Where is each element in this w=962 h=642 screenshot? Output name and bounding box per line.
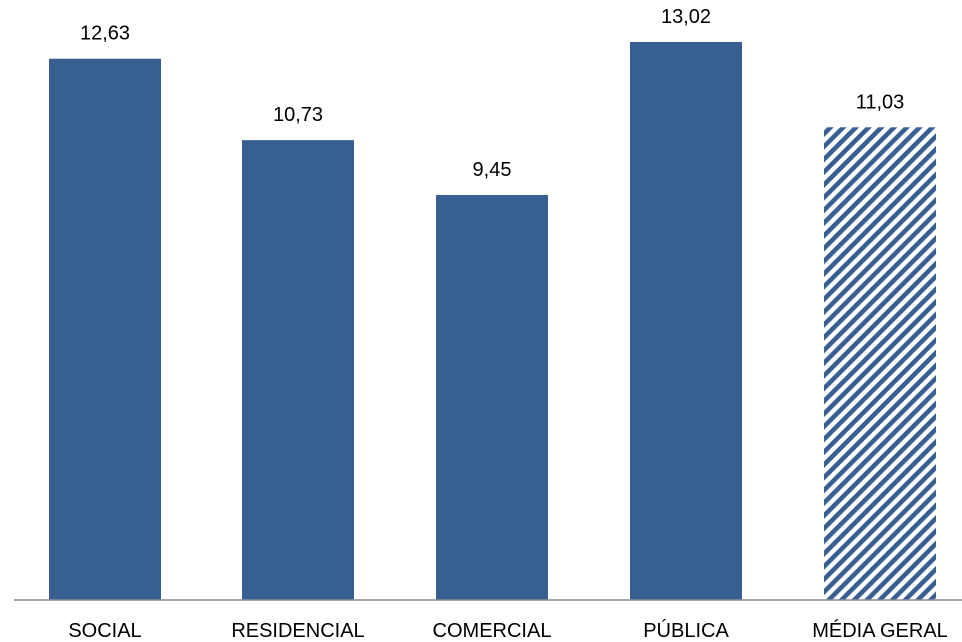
data-labels-group: 12,63 10,73 9,45 13,02 11,03	[80, 6, 904, 181]
data-label: 10,73	[273, 104, 323, 126]
x-tick-labels-group: SOCIAL RESIDENCIAL COMERCIAL PÚBLICA MÉDIA G…	[68, 619, 947, 642]
x-tick-label: SOCIAL	[68, 620, 141, 642]
bar-comercial	[436, 195, 548, 600]
x-tick-label: RESIDENCIAL	[231, 620, 364, 642]
data-label: 9,45	[473, 159, 512, 181]
bar-social	[49, 58, 161, 600]
data-label: 11,03	[856, 91, 905, 113]
x-tick-label: PÚBLICA	[643, 619, 729, 642]
bar-média-geral	[824, 127, 936, 601]
x-tick-label: MÉDIA GERAL	[812, 619, 948, 642]
bars-group	[49, 42, 936, 601]
data-label: 13,02	[661, 6, 711, 28]
data-label: 12,63	[80, 23, 130, 45]
x-tick-label: COMERCIAL	[433, 620, 552, 642]
bar-residencial	[242, 140, 354, 600]
bar-pública	[630, 42, 742, 600]
